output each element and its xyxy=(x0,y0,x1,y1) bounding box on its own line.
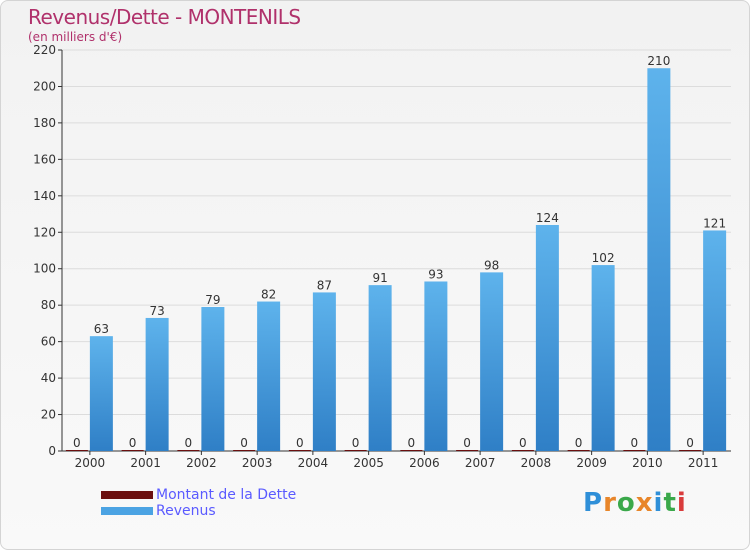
y-tick-label: 160 xyxy=(33,152,56,166)
y-tick-label: 60 xyxy=(41,335,56,349)
bar-revenus xyxy=(424,281,448,451)
chart-subtitle: (en milliers d'€) xyxy=(28,30,123,44)
data-label-dette: 0 xyxy=(463,436,471,450)
logo-letter: r xyxy=(603,488,617,518)
data-label-dette: 0 xyxy=(73,436,81,450)
data-label-dette: 0 xyxy=(519,436,527,450)
bar-dette xyxy=(177,450,200,451)
bar-revenus xyxy=(703,230,727,451)
data-labels: 0 63 0 73 0 79 0 82 0 87 0 91 0 93 0 98 0 124 0 102 0 210 0 121 xyxy=(73,54,726,450)
x-tick-label: 2009 xyxy=(576,456,607,470)
data-label-revenus: 73 xyxy=(149,304,164,318)
data-label-revenus: 124 xyxy=(536,211,559,225)
bar-revenus xyxy=(89,336,113,451)
chart-title: Revenus/Dette - MONTENILS xyxy=(28,5,301,29)
bar-dette xyxy=(511,450,534,451)
bar-dette xyxy=(344,450,367,451)
bar-dette xyxy=(567,450,590,451)
bar-revenus xyxy=(480,272,504,451)
y-tick-label: 100 xyxy=(33,262,56,276)
legend-label-dette: Montant de la Dette xyxy=(156,487,297,503)
data-label-revenus: 93 xyxy=(428,267,443,281)
x-tick-label: 2006 xyxy=(409,456,440,470)
data-label-revenus: 87 xyxy=(317,278,332,292)
bar-dette xyxy=(400,450,423,451)
y-tick-label: 80 xyxy=(41,298,56,312)
x-tick-label: 2004 xyxy=(298,456,329,470)
y-tick-label: 20 xyxy=(41,408,56,422)
proxiti-logo: Proxiti xyxy=(583,488,687,518)
y-tick-label: 0 xyxy=(48,444,56,458)
logo-letter: i xyxy=(653,488,664,518)
logo-letter: P xyxy=(583,488,604,518)
legend-swatch-dette xyxy=(101,491,153,499)
data-label-dette: 0 xyxy=(352,436,360,450)
bar-dette xyxy=(456,450,479,451)
data-label-dette: 0 xyxy=(686,436,694,450)
data-label-revenus: 102 xyxy=(592,251,615,265)
legend-label-revenus: Revenus xyxy=(156,503,216,519)
data-label-revenus: 121 xyxy=(703,216,726,230)
data-label-revenus: 79 xyxy=(205,293,220,307)
y-tick-label: 40 xyxy=(41,371,56,385)
bar-revenus xyxy=(535,224,559,451)
data-label-dette: 0 xyxy=(296,436,304,450)
x-tick-label: 2005 xyxy=(353,456,384,470)
bar-revenus xyxy=(312,292,336,451)
x-tick-label: 2002 xyxy=(186,456,217,470)
bar-dette xyxy=(121,450,144,451)
x-tick-label: 2007 xyxy=(465,456,496,470)
data-label-revenus: 82 xyxy=(261,288,276,302)
bar-revenus xyxy=(647,68,671,452)
data-label-dette: 0 xyxy=(240,436,248,450)
bar-revenus xyxy=(201,307,225,451)
bar-revenus xyxy=(257,301,281,451)
x-tick-label: 2011 xyxy=(688,456,719,470)
bar-revenus xyxy=(145,317,169,451)
bar-revenus xyxy=(591,265,615,451)
y-tick-label: 180 xyxy=(33,116,56,130)
x-tick-label: 2010 xyxy=(632,456,663,470)
data-label-revenus: 98 xyxy=(484,258,499,272)
data-label-dette: 0 xyxy=(185,436,193,450)
bars xyxy=(65,68,727,452)
bar-dette xyxy=(233,450,256,451)
legend-swatch-revenus xyxy=(101,507,153,515)
logo-letter: x xyxy=(635,488,654,518)
logo-letter: t xyxy=(663,488,677,518)
data-label-dette: 0 xyxy=(631,436,639,450)
x-tick-label: 2003 xyxy=(242,456,273,470)
bar-dette xyxy=(65,450,88,451)
bar-revenus xyxy=(368,285,392,451)
data-label-revenus: 91 xyxy=(372,271,387,285)
data-label-revenus: 63 xyxy=(94,322,109,336)
y-tick-label: 140 xyxy=(33,189,56,203)
axes: 0 20 40 60 80 100 120 140 160 180 200 220 2000 2001 20… xyxy=(33,43,731,470)
bar-dette xyxy=(623,450,646,451)
data-label-dette: 0 xyxy=(408,436,416,450)
y-tick-label: 220 xyxy=(33,43,56,57)
data-label-dette: 0 xyxy=(575,436,583,450)
x-tick-label: 2000 xyxy=(75,456,106,470)
data-label-dette: 0 xyxy=(129,436,137,450)
x-tick-label: 2001 xyxy=(130,456,161,470)
bar-dette xyxy=(679,450,702,451)
x-tick-label: 2008 xyxy=(521,456,552,470)
y-tick-label: 200 xyxy=(33,79,56,93)
bar-dette xyxy=(288,450,311,451)
data-label-revenus: 210 xyxy=(647,54,670,68)
logo-letter: o xyxy=(616,488,636,518)
y-tick-label: 120 xyxy=(33,225,56,239)
logo-letter: i xyxy=(676,488,687,518)
